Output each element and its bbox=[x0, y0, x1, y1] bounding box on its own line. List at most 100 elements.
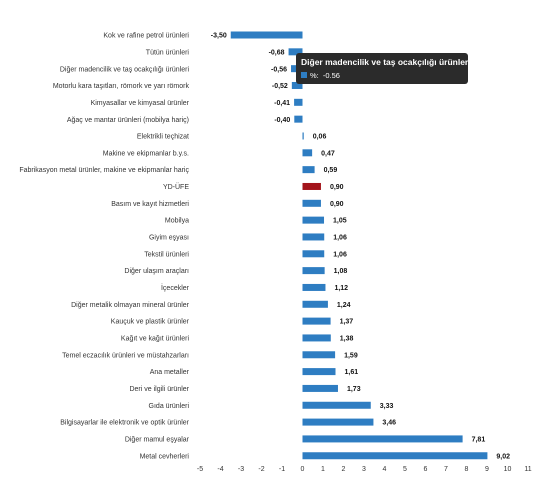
value-label: -0,52 bbox=[272, 83, 288, 90]
value-label: -3,50 bbox=[211, 33, 227, 40]
value-label: 1,61 bbox=[345, 369, 359, 376]
category-label: YD-ÜFE bbox=[163, 183, 189, 191]
category-label: Deri ve ilgili ürünler bbox=[129, 386, 189, 393]
category-label: Bilgisayarlar ile elektronik ve optik ür… bbox=[60, 420, 189, 427]
bar[interactable] bbox=[302, 283, 326, 291]
bar[interactable] bbox=[302, 132, 304, 140]
category-label: İçecekler bbox=[161, 283, 190, 292]
bar[interactable] bbox=[288, 48, 303, 56]
x-tick-label: -4 bbox=[217, 466, 223, 473]
tooltip: Diğer madencilik ve taş ocakçılığı ürünl… bbox=[296, 53, 471, 84]
tooltip-series-label: %: bbox=[310, 71, 319, 80]
bar[interactable] bbox=[302, 368, 336, 376]
value-label: 1,59 bbox=[344, 352, 358, 359]
bar[interactable] bbox=[302, 233, 325, 241]
x-axis: -5 -4 -3 -2 -1 0 1 2 3 4 5 6 7 8 9 10 11 bbox=[197, 466, 532, 473]
value-label: 1,73 bbox=[347, 386, 361, 393]
x-tick-label: 3 bbox=[362, 466, 366, 473]
tooltip-background bbox=[296, 53, 468, 84]
bars-layer bbox=[230, 31, 488, 460]
bar[interactable] bbox=[302, 199, 321, 207]
tooltip-value: %: -0.56 bbox=[310, 71, 340, 80]
category-label: Kimyasallar ve kimyasal ürünler bbox=[91, 100, 190, 107]
x-tick-label: -5 bbox=[197, 466, 203, 473]
value-label: 7,81 bbox=[472, 437, 486, 444]
value-label: 0,90 bbox=[330, 184, 344, 191]
bar[interactable] bbox=[302, 149, 313, 157]
category-label: Kauçuk ve plastik ürünler bbox=[111, 319, 190, 326]
bar[interactable] bbox=[302, 182, 321, 190]
category-label: Kağıt ve kağıt ürünleri bbox=[121, 336, 190, 343]
category-label: Diğer madencilik ve taş ocakçılığı ürünl… bbox=[60, 66, 190, 73]
value-labels: -3,50 -0,68 -0,56 -0,52 -0,41 -0,40 0,06 0,47 0,… bbox=[211, 33, 510, 461]
value-label: -0,40 bbox=[274, 117, 290, 124]
value-label: 1,05 bbox=[333, 218, 347, 225]
x-tick-label: -3 bbox=[238, 466, 244, 473]
category-label: Kok ve rafine petrol ürünleri bbox=[103, 33, 189, 40]
x-tick-label: 11 bbox=[524, 466, 531, 473]
category-label: Gıda ürünleri bbox=[149, 403, 190, 410]
value-label: 1,12 bbox=[334, 285, 348, 292]
category-label: Tütün ürünleri bbox=[146, 49, 190, 56]
value-label: -0,68 bbox=[269, 49, 285, 56]
category-label: Temel eczacılık ürünleri ve müstahzarlar… bbox=[62, 352, 189, 359]
bar[interactable] bbox=[291, 81, 303, 89]
bar[interactable] bbox=[302, 334, 331, 342]
x-tick-label: 7 bbox=[444, 466, 448, 473]
bar[interactable] bbox=[302, 435, 463, 443]
value-label: 0,06 bbox=[313, 134, 327, 141]
category-label: Basım ve kayıt hizmetleri bbox=[111, 201, 189, 208]
x-tick-label: 2 bbox=[342, 466, 346, 473]
value-label: 0,59 bbox=[324, 167, 338, 174]
value-label: 1,37 bbox=[340, 319, 354, 326]
x-tick-label: 6 bbox=[424, 466, 428, 473]
x-tick-label: -2 bbox=[258, 466, 264, 473]
category-label: Motorlu kara taşıtları, römork ve yarı r… bbox=[53, 83, 190, 90]
value-label: 1,06 bbox=[333, 235, 347, 242]
tooltip-value-text: -0.56 bbox=[323, 71, 340, 80]
bar[interactable] bbox=[294, 115, 303, 123]
category-label: Ağaç ve mantar ürünleri (mobilya hariç) bbox=[67, 117, 189, 124]
category-label: Diğer ulaşım araçları bbox=[124, 268, 189, 275]
bar[interactable] bbox=[302, 216, 325, 224]
category-labels: Kok ve rafine petrol ürünleri Tütün ürünl… bbox=[19, 33, 189, 461]
value-label: 1,08 bbox=[334, 268, 348, 275]
value-label: -0,56 bbox=[271, 66, 287, 73]
x-tick-label: 0 bbox=[301, 466, 305, 473]
category-label: Metal cevherleri bbox=[140, 453, 190, 460]
bar[interactable] bbox=[230, 31, 303, 39]
bar[interactable] bbox=[302, 351, 336, 359]
value-label: 1,38 bbox=[340, 336, 354, 343]
bar[interactable] bbox=[302, 250, 325, 258]
bar[interactable] bbox=[302, 317, 331, 325]
bar[interactable] bbox=[302, 267, 325, 275]
bar[interactable] bbox=[302, 418, 374, 426]
bar[interactable] bbox=[294, 98, 303, 106]
x-tick-label: 5 bbox=[403, 466, 407, 473]
bar[interactable] bbox=[302, 401, 371, 409]
tooltip-series-swatch bbox=[301, 72, 307, 78]
x-tick-label: 8 bbox=[465, 466, 469, 473]
x-tick-label: 9 bbox=[485, 466, 489, 473]
value-label: 0,47 bbox=[321, 150, 335, 157]
category-label: Diğer metalik olmayan mineral ürünler bbox=[71, 302, 190, 309]
value-label: 1,06 bbox=[333, 251, 347, 258]
value-label: 9,02 bbox=[496, 453, 510, 460]
category-label: Diğer mamul eşyalar bbox=[125, 437, 190, 444]
category-label: Tekstil ürünleri bbox=[144, 251, 189, 258]
value-label: -0,41 bbox=[274, 100, 290, 107]
bar[interactable] bbox=[302, 452, 488, 460]
category-label: Elektrikli teçhizat bbox=[137, 134, 189, 141]
bar[interactable] bbox=[302, 384, 338, 392]
category-label: Makine ve ekipmanlar b.y.s. bbox=[103, 150, 189, 157]
x-tick-label: 4 bbox=[383, 466, 387, 473]
category-label: Mobilya bbox=[165, 218, 189, 225]
category-label: Ana metaller bbox=[150, 369, 190, 376]
x-tick-label: -1 bbox=[279, 466, 285, 473]
bar[interactable] bbox=[302, 166, 315, 174]
x-tick-label: 10 bbox=[504, 466, 512, 473]
value-label: 0,90 bbox=[330, 201, 344, 208]
x-tick-label: 1 bbox=[321, 466, 325, 473]
bar[interactable] bbox=[302, 300, 328, 308]
